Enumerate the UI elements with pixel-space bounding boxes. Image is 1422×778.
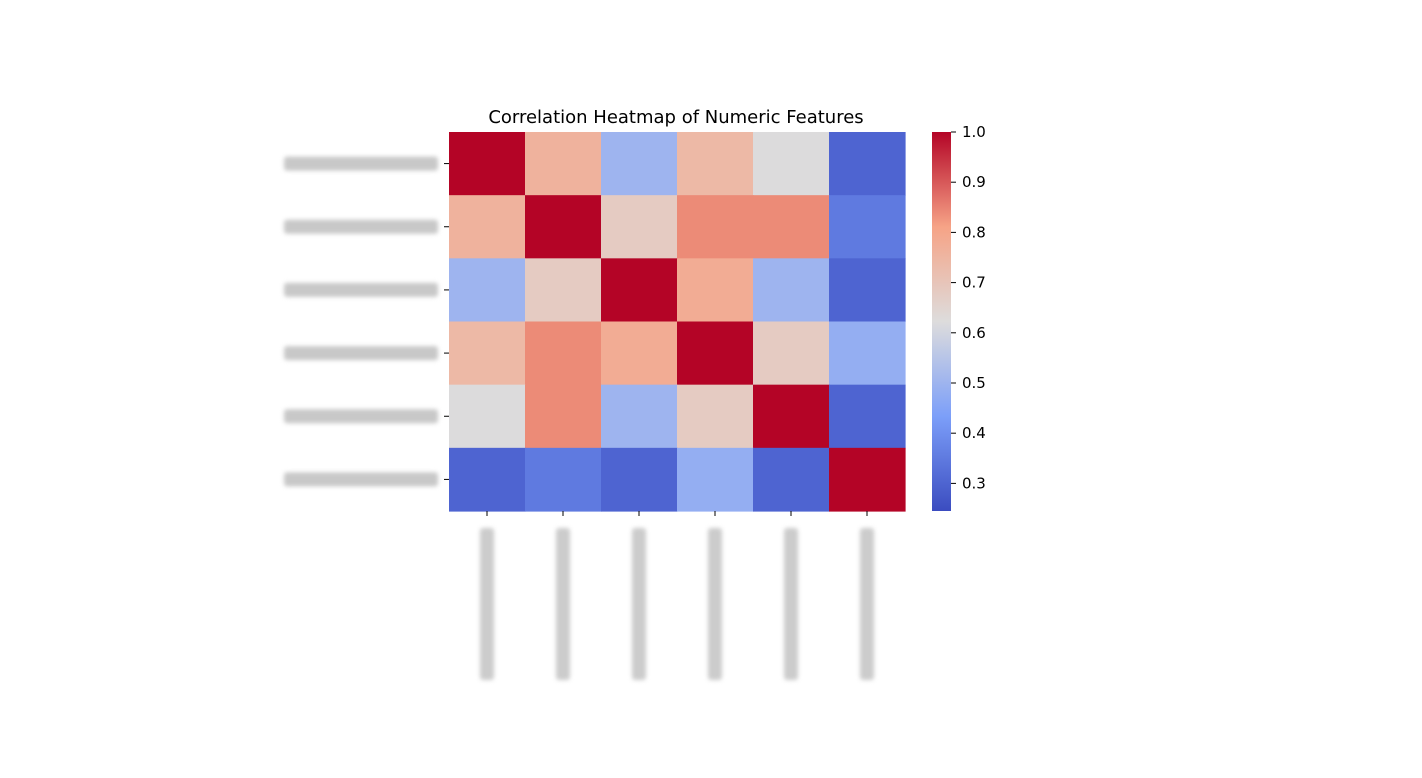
colorbar-tick-label-2: 0.8 (962, 223, 986, 241)
row-label-obscured-3 (284, 346, 438, 361)
heatmap-cell-r3-c3 (677, 321, 754, 386)
heatmap-cell-r1-c5 (829, 195, 906, 259)
heatmap-cell-r4-c4 (753, 384, 830, 449)
col-label-obscured-2 (632, 528, 646, 680)
heatmap-cell-r2-c1 (525, 258, 602, 323)
colorbar-gradient (932, 132, 951, 511)
colorbar: 1.0 0.9 0.8 0.7 0.6 0.5 0.4 0.3 (932, 123, 986, 511)
heatmap-cell-r1-c4 (753, 195, 830, 259)
heatmap-cell-r3-c1 (525, 321, 602, 386)
col-label-obscured-1 (556, 528, 570, 680)
heatmap-cell-r0-c3 (677, 132, 754, 196)
heatmap-cell-r0-c5 (829, 132, 906, 196)
heatmap-cell-r4-c3 (677, 384, 754, 449)
colorbar-tick-label-0: 1.0 (962, 123, 986, 141)
col-tick-group (480, 511, 874, 680)
heatmap-cell-r2-c3 (677, 258, 754, 323)
heatmap-cell-r3-c2 (601, 321, 678, 386)
heatmap-cell-r1-c3 (677, 195, 754, 259)
colorbar-tick-label-4: 0.6 (962, 324, 986, 342)
heatmap-cell-r3-c5 (829, 321, 906, 386)
heatmap-cell-r0-c2 (601, 132, 678, 196)
col-label-obscured-0 (480, 528, 494, 680)
heatmap-cell-r5-c0 (449, 447, 526, 512)
heatmap-cell-r0-c0 (449, 132, 526, 196)
colorbar-tick-label-7: 0.3 (962, 474, 986, 492)
heatmap-cell-r1-c0 (449, 195, 526, 259)
heatmap-cell-r3-c4 (753, 321, 830, 386)
chart-title: Correlation Heatmap of Numeric Features (488, 107, 863, 128)
heatmap-cell-r5-c1 (525, 447, 602, 512)
heatmap-cell-r4-c0 (449, 384, 526, 449)
row-label-obscured-0 (284, 156, 438, 171)
heatmap-cell-r5-c3 (677, 447, 754, 512)
heatmap-cell-r3-c0 (449, 321, 526, 386)
heatmap-cell-r4-c5 (829, 384, 906, 449)
heatmap-cell-r5-c2 (601, 447, 678, 512)
heatmap-cell-r1-c1 (525, 195, 602, 259)
heatmap-cell-r5-c4 (753, 447, 830, 512)
heatmap-cell-r2-c2 (601, 258, 678, 323)
row-label-obscured-4 (284, 409, 438, 424)
col-label-obscured-5 (860, 528, 874, 680)
heatmap-cell-r2-c5 (829, 258, 906, 323)
colorbar-tick-label-3: 0.7 (962, 274, 986, 292)
row-tick-group (284, 156, 449, 487)
heatmap-cell-r0-c1 (525, 132, 602, 196)
colorbar-tick-label-6: 0.4 (962, 424, 986, 442)
row-label-obscured-1 (284, 219, 438, 234)
heatmap-cell-r4-c1 (525, 384, 602, 449)
row-label-obscured-2 (284, 282, 438, 297)
colorbar-tick-label-5: 0.5 (962, 374, 986, 392)
col-label-obscured-4 (784, 528, 798, 680)
row-label-obscured-5 (284, 472, 438, 487)
heatmap-cell-r0-c4 (753, 132, 830, 196)
heatmap-cell-r5-c5 (829, 447, 906, 512)
heatmap-cells (449, 132, 906, 512)
heatmap-cell-r2-c4 (753, 258, 830, 323)
heatmap-cell-r1-c2 (601, 195, 678, 259)
col-label-obscured-3 (708, 528, 722, 680)
colorbar-tick-label-1: 0.9 (962, 173, 986, 191)
heatmap-cell-r2-c0 (449, 258, 526, 323)
heatmap-cell-r4-c2 (601, 384, 678, 449)
